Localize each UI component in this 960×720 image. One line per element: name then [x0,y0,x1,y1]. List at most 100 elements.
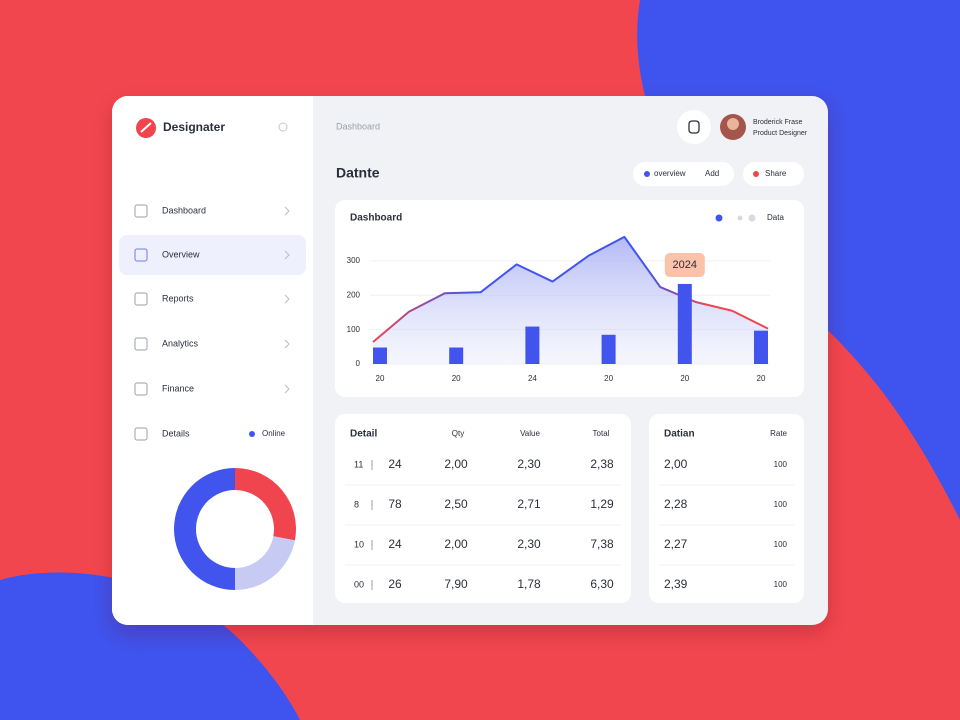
filter-pill[interactable] [743,162,804,186]
bar[interactable] [373,347,387,364]
nav-label: Overview [162,249,200,259]
status-dot [249,431,255,437]
table-title: Datian [664,429,695,440]
table-cell: 00 [354,579,364,589]
bar[interactable] [601,334,616,364]
annotation-bubble [664,252,705,277]
nav-chevron [284,250,290,260]
page-title: Datnte [336,165,380,181]
column-header: Value [520,429,540,438]
table-cell: 100 [774,540,788,549]
filter-label: Share [765,169,787,178]
nav-label: Details [162,428,190,438]
table-cell: 11 [354,459,363,469]
y-tick-label: 100 [347,325,361,334]
nav-chevron [284,339,290,349]
filter-label: overview [654,169,686,178]
table-cell: 2,39 [664,577,688,591]
x-tick-label: 20 [376,374,385,383]
table-cell: 1,29 [590,497,614,511]
notification-icon [688,120,700,134]
status-label: Online [262,429,286,438]
donut-segment [174,468,235,590]
nav-icon [134,248,148,262]
table-cell: 2,28 [664,497,688,511]
table-cell: 2,30 [517,537,541,551]
legend-label: Data [767,213,784,222]
table-cell: 2,71 [517,497,541,511]
x-tick-label: 20 [452,374,461,383]
table-cell: 8 [354,499,359,509]
brand-name: Designater [163,120,225,134]
line [372,235,769,343]
nav-chevron [284,294,290,304]
nav-label: Analytics [162,338,199,348]
table-cell: 100 [774,580,788,589]
filter-pill[interactable] [633,162,734,186]
x-tick-label: 20 [757,374,766,383]
table-cell: 2,00 [664,457,688,471]
legend-dot [748,214,756,222]
y-tick-label: 300 [347,256,361,265]
table-cell: 2,27 [664,537,688,551]
user-role: Product Designer [753,130,808,137]
nav-chevron [284,384,290,394]
pin-icon[interactable] [278,122,288,132]
bar[interactable] [449,347,464,364]
line-area [373,236,768,364]
y-tick-label: 0 [356,359,361,368]
nav-active-bg [119,235,306,275]
nav-label: Finance [162,383,194,393]
filter-dot [753,171,759,177]
x-tick-label: 24 [528,374,537,383]
table-cell: 2,00 [444,457,468,471]
bar[interactable] [677,283,692,364]
nav-icon [134,292,148,306]
donut-segment [235,468,296,541]
table-cell: 1,78 [517,577,541,591]
table-cell: 24 [388,457,402,471]
table-cell: 100 [774,460,788,469]
nav-label: Reports [162,293,194,303]
table-title: Detail [350,429,377,440]
brand-logo-mark [140,122,152,133]
table-cell: 26 [388,577,402,591]
y-tick-label: 200 [347,290,361,299]
donut-segment [235,536,295,590]
table-cell: 78 [388,497,402,511]
x-tick-label: 20 [604,374,613,383]
table-cell: 2,38 [590,457,614,471]
table-cell: 2,50 [444,497,468,511]
nav-icon [134,427,148,441]
table-cell: 7,90 [444,577,468,591]
nav-label: Dashboard [162,205,206,215]
avatar-face [727,118,739,130]
column-header: Total [593,429,610,438]
annotation-label: 2024 [673,259,697,271]
table-cell: 2,00 [444,537,468,551]
table-cell: 6,30 [590,577,614,591]
nav-icon [134,204,148,218]
table-cell: 2,30 [517,457,541,471]
table-cell: 10 [354,539,364,549]
bar[interactable] [754,330,768,364]
nav-icon [134,337,148,351]
nav-chevron [284,206,290,216]
table-cell: 100 [774,500,788,509]
column-header: Rate [770,429,787,438]
user-name: Broderick Frase [753,119,803,126]
legend-dot [715,214,723,222]
filter-dot [644,171,650,177]
legend-dot [737,215,743,221]
nav-icon [134,382,148,396]
table-cell: 7,38 [590,537,614,551]
side-table-card [649,414,804,603]
x-tick-label: 20 [680,374,689,383]
notification-button[interactable] [677,110,711,144]
bar[interactable] [525,326,540,364]
table-cell: 24 [388,537,402,551]
chart-title: Dashboard [350,213,402,224]
background-blob [0,572,300,720]
